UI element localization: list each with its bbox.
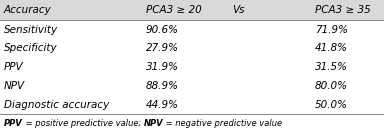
Text: 31.9%: 31.9%	[146, 62, 179, 72]
Text: PCA3 ≥ 20: PCA3 ≥ 20	[146, 5, 202, 15]
Text: 80.0%: 80.0%	[315, 81, 348, 91]
Text: 27.9%: 27.9%	[146, 43, 179, 53]
Text: 71.9%: 71.9%	[315, 25, 348, 35]
Text: 90.6%: 90.6%	[146, 25, 179, 35]
Text: = positive predictive value;: = positive predictive value;	[23, 119, 144, 128]
Text: Specificity: Specificity	[4, 43, 58, 53]
Text: Diagnostic accuracy: Diagnostic accuracy	[4, 100, 109, 110]
Text: NPV: NPV	[144, 119, 163, 128]
Text: Sensitivity: Sensitivity	[4, 25, 58, 35]
Text: PPV: PPV	[4, 119, 23, 128]
Text: Accuracy: Accuracy	[4, 5, 51, 15]
Text: 44.9%: 44.9%	[146, 100, 179, 110]
Text: PCA3 ≥ 35: PCA3 ≥ 35	[315, 5, 371, 15]
Text: NPV: NPV	[4, 81, 25, 91]
Text: 50.0%: 50.0%	[315, 100, 348, 110]
Text: PPV: PPV	[4, 62, 23, 72]
Text: = negative predictive value: = negative predictive value	[163, 119, 282, 128]
Bar	[0, 0, 384, 20]
Text: 88.9%: 88.9%	[146, 81, 179, 91]
Text: Vs: Vs	[232, 5, 244, 15]
Text: 31.5%: 31.5%	[315, 62, 348, 72]
Text: 41.8%: 41.8%	[315, 43, 348, 53]
